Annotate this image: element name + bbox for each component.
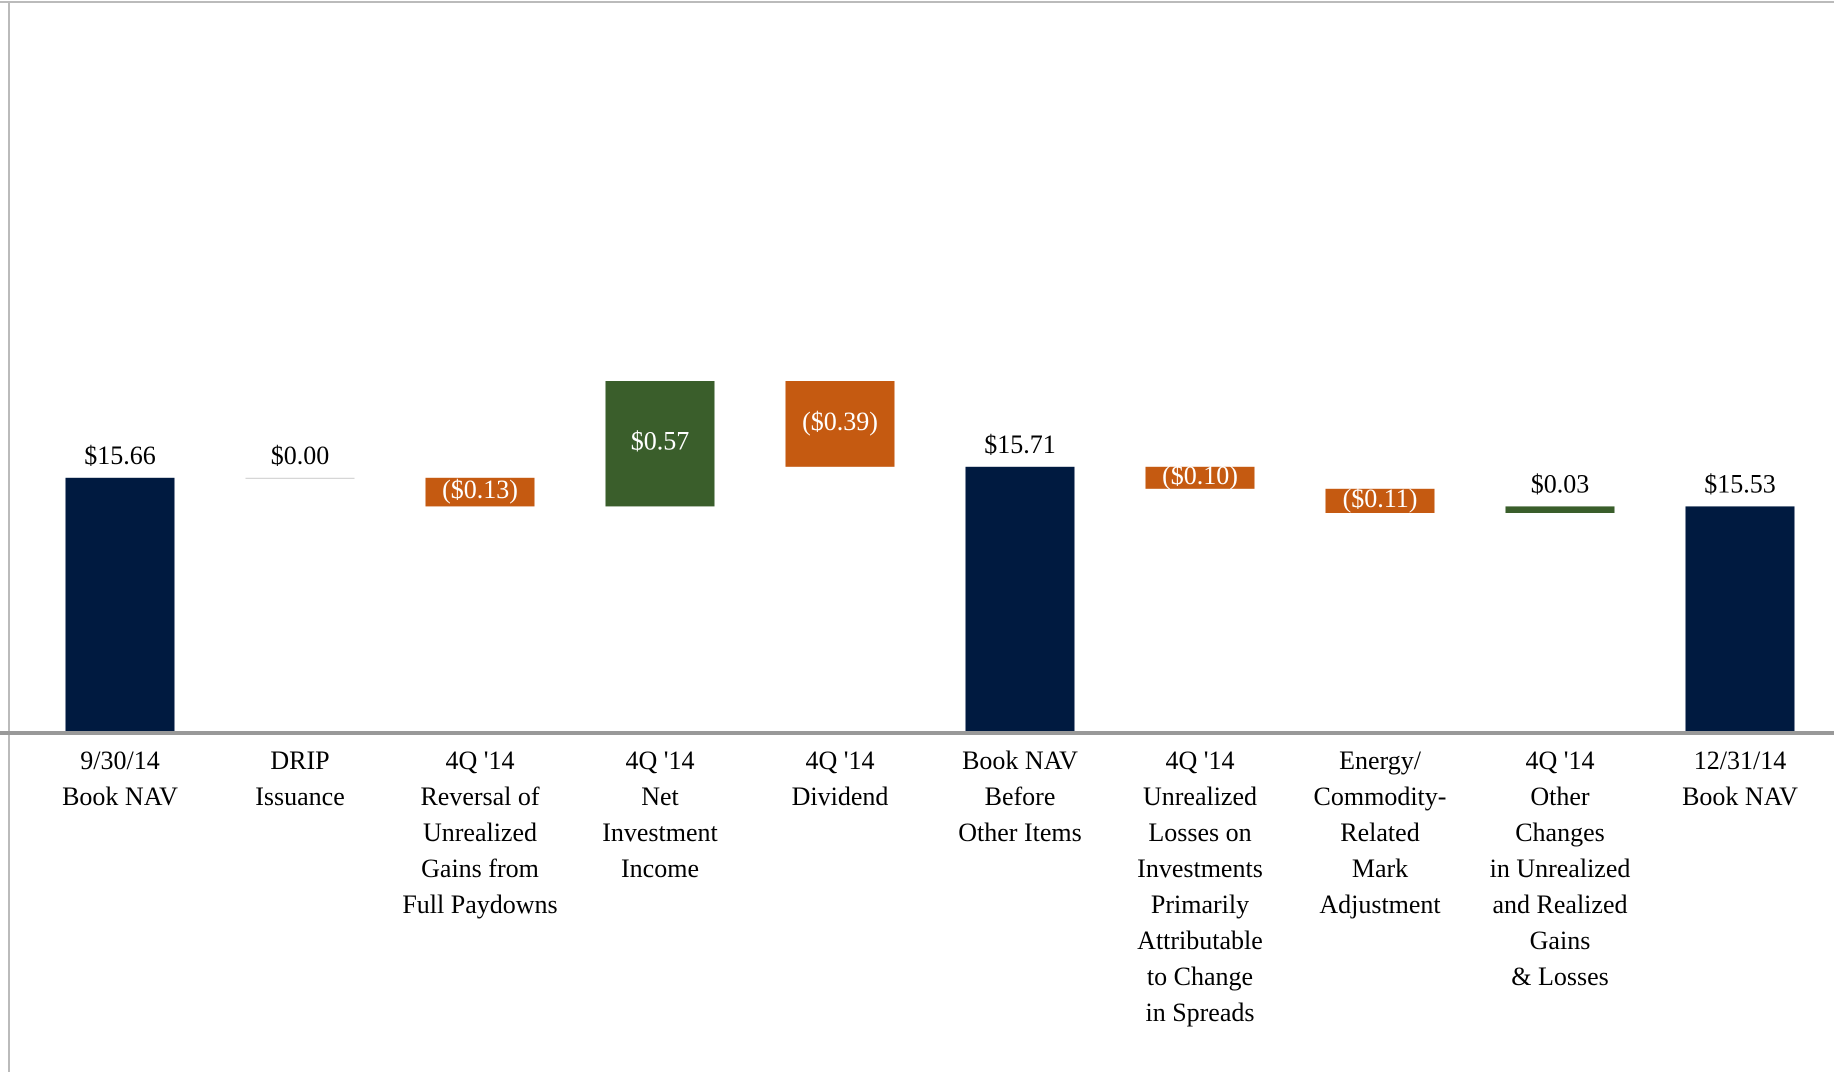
value-label: $15.53: [1704, 469, 1776, 498]
x-tick-label: 4Q '14: [1166, 746, 1235, 775]
bar: [1505, 506, 1615, 513]
x-tick-label: Gains from: [421, 854, 539, 883]
bar: [605, 381, 715, 507]
x-tick-label: Changes: [1515, 818, 1605, 847]
x-tick-label: Adjustment: [1319, 890, 1441, 919]
x-tick-label: Reversal of: [420, 782, 539, 811]
x-tick-label: to Change: [1147, 962, 1253, 991]
value-label: ($0.39): [802, 407, 878, 436]
x-tick-label: in Unrealized: [1490, 854, 1631, 883]
value-label: $0.57: [631, 427, 690, 456]
x-tick-label: Investment: [602, 818, 718, 847]
x-tick-label: 9/30/14: [80, 746, 159, 775]
x-tick-label: 4Q '14: [806, 746, 875, 775]
x-tick-label: Mark: [1352, 854, 1408, 883]
value-label: $0.00: [271, 441, 330, 470]
bar: [1325, 488, 1435, 513]
x-tick-label: Other: [1530, 782, 1590, 811]
value-label: $0.03: [1531, 469, 1590, 498]
x-tick-label: Unrealized: [1143, 782, 1257, 811]
x-tick-label: Other Items: [958, 818, 1081, 847]
x-tick-label: and Realized: [1493, 890, 1628, 919]
x-tick-label: 12/31/14: [1694, 746, 1786, 775]
x-tick-label: in Spreads: [1145, 998, 1254, 1027]
bar: [425, 477, 535, 507]
x-tick-label: Book NAV: [962, 746, 1078, 775]
x-tick-label: Investments: [1137, 854, 1263, 883]
x-tick-label: Energy/: [1339, 746, 1422, 775]
value-label: $15.71: [984, 430, 1056, 459]
value-label: ($0.11): [1343, 484, 1418, 513]
x-tick-label: Full Paydowns: [402, 890, 557, 919]
x-tick-label: Attributable: [1137, 926, 1263, 955]
x-tick-label: Losses on: [1148, 818, 1251, 847]
value-label: $15.66: [84, 441, 156, 470]
bar: [785, 381, 895, 467]
x-tick-label: Book NAV: [1682, 782, 1798, 811]
bar: [65, 477, 175, 733]
bar: [1685, 506, 1795, 733]
x-tick-label: 4Q '14: [1526, 746, 1595, 775]
x-tick-label: & Losses: [1511, 962, 1609, 991]
x-tick-label: Commodity-: [1314, 782, 1447, 811]
bar: [965, 466, 1075, 733]
x-tick-label: Book NAV: [62, 782, 178, 811]
x-tick-label: Primarily: [1151, 890, 1249, 919]
value-label: ($0.10): [1162, 461, 1238, 490]
x-tick-label: Related: [1340, 818, 1419, 847]
x-tick-label: Dividend: [792, 782, 889, 811]
x-tick-label: Gains: [1530, 926, 1591, 955]
value-label: ($0.13): [442, 475, 518, 504]
x-tick-label: Before: [985, 782, 1056, 811]
x-tick-label: Issuance: [255, 782, 345, 811]
x-tick-label: Unrealized: [423, 818, 537, 847]
x-tick-label: Income: [621, 854, 699, 883]
x-tick-label: 4Q '14: [626, 746, 695, 775]
x-tick-label: Net: [641, 782, 679, 811]
bar: [245, 477, 355, 479]
x-tick-label: 4Q '14: [446, 746, 515, 775]
x-tick-label: DRIP: [270, 746, 329, 775]
bar: [1145, 466, 1255, 489]
